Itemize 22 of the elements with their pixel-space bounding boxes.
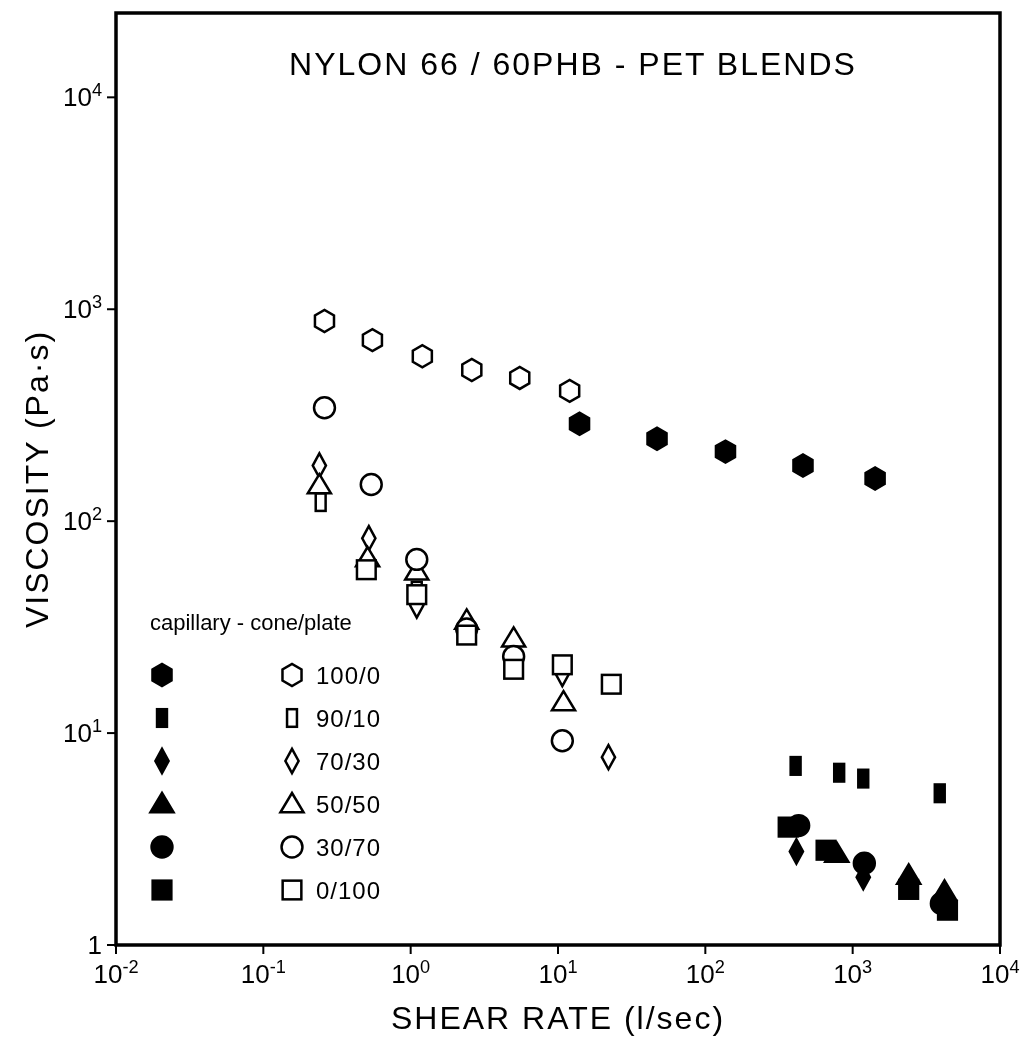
legend-label: 50/50 (316, 791, 382, 818)
y-tick-label: 10$^{3}$ (62, 292, 102, 325)
x-tick-label: 10$^{2}$ (685, 957, 725, 989)
y-axis-title: VISCOSITY (Pa·s) (19, 329, 55, 629)
legend-label: 0/100 (316, 877, 382, 904)
x-tick-label: 10$^{-2}$ (93, 957, 139, 989)
x-tick-label: 10$^{-1}$ (240, 957, 286, 989)
y-tick-label: 10$^{4}$ (62, 80, 102, 113)
y-tick-label: 10$^{2}$ (62, 504, 102, 537)
legend-title: capillary - cone/plate (150, 610, 352, 635)
legend-label: 70/30 (316, 748, 382, 775)
x-tick-label: 10$^{0}$ (391, 957, 431, 989)
x-axis-title: SHEAR RATE (l/sec) (390, 1000, 726, 1036)
y-tick-label: 1 (87, 930, 102, 960)
text: NYLON 66 / 60PHB - PET BLENDS (289, 46, 857, 82)
y-tick-label: 10$^{1}$ (62, 716, 102, 749)
legend-label: 90/10 (316, 705, 382, 732)
x-tick-label: 10$^{3}$ (833, 957, 873, 989)
legend-label: 30/70 (316, 834, 382, 861)
x-tick-label: 10$^{4}$ (980, 957, 1020, 989)
x-tick-label: 10$^{1}$ (538, 957, 578, 989)
legend-label: 100/0 (316, 662, 382, 689)
